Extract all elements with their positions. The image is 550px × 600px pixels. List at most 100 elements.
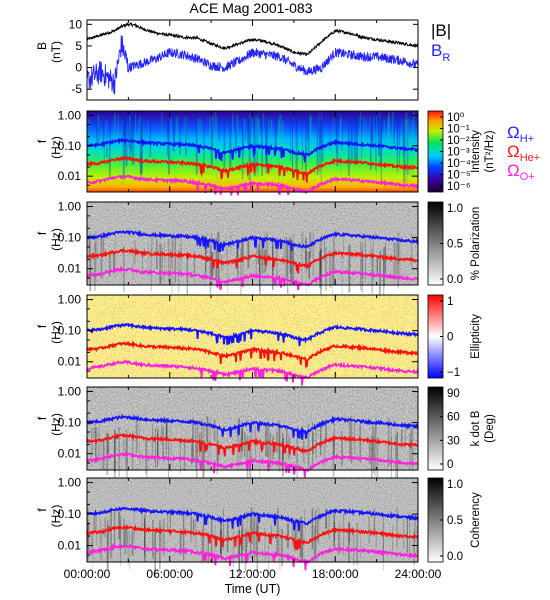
spectrogram-streak	[306, 250, 308, 271]
spectrogram-streak	[141, 513, 143, 531]
spectrogram-streak	[149, 117, 152, 157]
spectrogram-streak	[118, 511, 121, 540]
spectrogram-streak	[93, 514, 96, 533]
spectrogram-streak	[312, 421, 314, 469]
spectrogram-streak	[160, 525, 162, 547]
y-tick-label: 10	[69, 17, 83, 31]
y-tick-label: 0.10	[58, 139, 82, 153]
spectrogram-streak	[271, 120, 273, 171]
spectrogram-streak	[96, 235, 98, 260]
spectrogram-streak	[253, 520, 255, 555]
spectrogram-streak	[241, 427, 243, 451]
colorbar-tick-label: 10⁻¹	[447, 124, 470, 136]
spectrogram-streak	[332, 437, 335, 455]
x-tick-label: 06:00:00	[146, 567, 193, 581]
spectrogram-streak	[205, 236, 207, 278]
spectrogram-streak	[397, 239, 399, 289]
y-axis-unit: (nT)	[49, 41, 63, 63]
panel-k-dot-b: 1.00 0.10 0.01 f (Hz) 90 60 30 0 k dot B (Deg)	[35, 385, 496, 488]
spectrogram-streak	[364, 236, 366, 282]
spectrogram-streak	[365, 119, 367, 153]
spectrogram-streak	[242, 420, 243, 441]
spectrogram-streak	[406, 118, 409, 183]
spectrogram-streak	[361, 120, 362, 159]
spectrogram-streak	[410, 432, 413, 466]
y-tick-label: 0.10	[58, 324, 82, 338]
spectrogram-streak	[413, 530, 415, 566]
spectrogram-streak	[272, 437, 274, 465]
y-tick-label: 0.01	[58, 539, 82, 553]
y-axis-unit: (Hz)	[49, 136, 63, 159]
spectrogram-streak	[206, 416, 209, 446]
spectrogram-streak	[351, 113, 353, 143]
spectrogram-streak	[97, 427, 100, 457]
spectrogram-streak	[106, 431, 109, 476]
spectrogram-streak	[393, 242, 395, 280]
spectrogram-streak	[254, 118, 256, 163]
spectrogram-streak	[324, 437, 326, 467]
spectrogram-streak	[119, 515, 121, 551]
spectrogram-streak	[361, 242, 364, 293]
spectrogram-streak	[375, 111, 377, 171]
spectrogram-streak	[325, 509, 328, 529]
spectrogram-streak	[218, 116, 221, 142]
spectrogram-streak	[383, 246, 386, 287]
spectrogram-streak	[396, 114, 398, 172]
gyro-legend-symbol: Ω	[507, 142, 520, 161]
spectrogram-streak	[329, 250, 332, 288]
spectrogram-streak	[241, 524, 244, 564]
spectrogram-streak	[213, 418, 216, 442]
spectrogram-streak	[144, 514, 146, 563]
spectrogram-streak	[398, 111, 400, 166]
spectrogram-streak	[259, 250, 261, 286]
y-axis-unit: (Hz)	[49, 321, 63, 344]
spectrogram-streak	[94, 242, 96, 291]
x-tick-label: 18:00:00	[312, 567, 359, 581]
spectrogram-streak	[285, 236, 288, 277]
spectrogram-streak	[371, 115, 373, 142]
spectrogram-streak	[402, 518, 405, 549]
spectrogram-streak	[167, 511, 169, 530]
spectrogram-streak	[256, 114, 258, 173]
spectrogram-streak	[278, 420, 280, 460]
gyro-legend-he: ΩHe+	[507, 142, 540, 164]
spectrogram-streak	[371, 116, 374, 144]
spectrogram-streak	[139, 120, 142, 176]
spectrogram-streak	[241, 120, 244, 179]
series-line-b-magnitude	[86, 21, 419, 57]
spectrogram-streak	[406, 111, 409, 175]
spectrogram-streak	[304, 509, 306, 527]
spectrogram-streak	[267, 439, 269, 460]
spectrogram-streak	[170, 426, 172, 472]
spectrogram-streak	[140, 114, 143, 176]
spectrogram-streak	[141, 120, 144, 149]
spectrogram-streak	[287, 245, 289, 294]
spectrogram-streak	[379, 113, 381, 164]
spectrogram-streak	[174, 234, 177, 283]
spectrogram-streak	[405, 112, 408, 142]
legend-b-magnitude: |B|	[431, 21, 451, 40]
colorbar-tick-label: 10⁻⁴	[447, 158, 471, 170]
spectrogram-streak	[402, 115, 405, 156]
spectrogram-streak	[370, 239, 372, 266]
spectrogram-streak	[151, 232, 153, 257]
gyro-line-he	[86, 155, 419, 183]
spectrogram-streak	[268, 119, 270, 171]
spectrogram-streak	[339, 118, 343, 173]
spectrogram-streak	[256, 515, 259, 535]
spectrogram-streak	[312, 432, 314, 455]
colorbar-tick-label: 0	[447, 332, 453, 344]
spectrogram-streak	[265, 116, 267, 173]
spectrogram-streak	[301, 233, 303, 282]
spectrogram-streak	[166, 418, 168, 439]
spectrogram-streak	[319, 422, 322, 456]
y-tick-label: 0.10	[58, 507, 82, 521]
spectrogram-streak	[265, 232, 268, 267]
spectrogram-streak	[138, 116, 141, 153]
spectrogram-streak	[91, 428, 94, 452]
y-axis-label: f	[35, 416, 49, 420]
panel-coherency: 1.00 0.10 0.01 f (Hz) 1.0 0.5 0.0 Coherency	[35, 476, 482, 578]
spectrogram-streak	[283, 237, 285, 265]
spectrogram-streak	[300, 516, 302, 558]
spectrogram-streak	[129, 120, 131, 159]
